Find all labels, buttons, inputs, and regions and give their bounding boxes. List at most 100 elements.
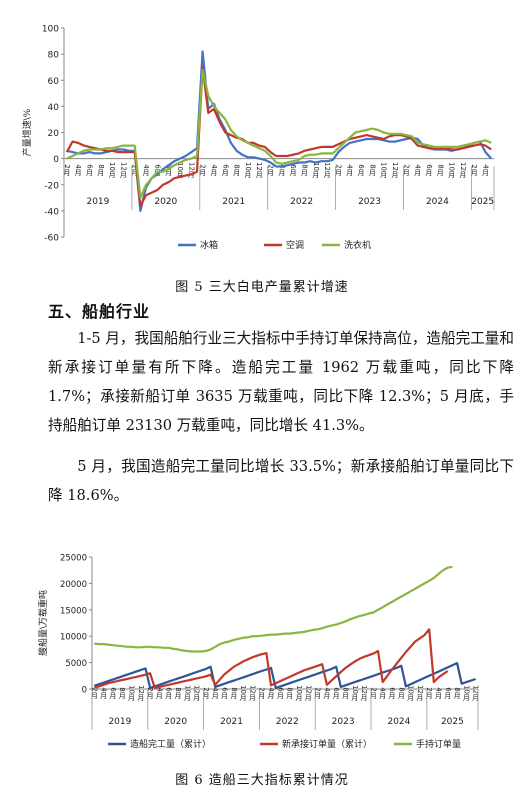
x-tick-label: 6月 [332,687,340,700]
y-tick-label: 25000 [60,554,87,564]
x-tick-label: 12月 [323,162,331,179]
x-tick-label: 8月 [286,687,294,700]
x-tick-label: 4月 [379,687,387,700]
x-tick-label: 10月 [407,685,415,702]
x-tick-label: 10月 [462,685,470,702]
year-label: 2024 [387,717,410,727]
x-tick-label: 6月 [276,687,284,700]
x-tick-label: 8月 [174,687,182,700]
x-tick-label: 2月 [334,164,342,177]
y-tick-label: 5000 [65,659,87,669]
y-axis-label: 艘船量\万载重吨 [37,590,49,656]
x-tick-label: 4月 [211,687,219,700]
x-tick-label: 10月 [351,685,359,702]
y-tick-label: -20 [44,181,59,191]
x-tick-label: 2月 [202,687,210,700]
x-tick-label: 12月 [391,162,399,179]
y-axis-label: 产量增速\% [21,108,33,156]
year-label: 2020 [154,197,177,207]
x-tick-label: 2月 [63,164,71,177]
series-line-1 [66,50,493,212]
x-tick-label: 2月 [369,687,377,700]
year-label: 2022 [290,197,313,207]
year-label: 2019 [86,197,109,207]
x-tick-label: 8月 [341,687,349,700]
x-tick-label: 8月 [397,687,405,700]
x-tick-label: 6月 [357,164,365,177]
x-tick-label: 12月 [193,685,201,702]
x-tick-label: 6月 [85,164,93,177]
x-tick-label: 2月 [258,687,266,700]
x-tick-label: 12月 [255,162,263,179]
x-tick-label: 2月 [425,687,433,700]
y-tick-label: 15000 [60,606,87,616]
x-tick-label: 2月 [402,164,410,177]
figure-6-chart: 0 5000 10000 15000 20000 25000 艘船量\万载重吨 2月 4月 6月 8… [0,540,524,762]
year-label: 2021 [220,717,243,727]
x-tick-label: 6月 [425,164,433,177]
y-tick-label: 20000 [60,580,87,590]
x-tick-label: 8月 [97,164,105,177]
x-tick-label: 6月 [221,687,229,700]
year-label: 2024 [426,197,449,207]
x-tick-label: 12月 [360,685,368,702]
x-tick-label: 4月 [267,687,275,700]
x-tick-label: 12月 [187,162,195,179]
x-tick-label: 12月 [248,685,256,702]
legend-label-3: 洗衣机 [344,239,371,251]
x-tick-label: 2月 [131,164,139,177]
x-tick-label: 6月 [165,687,173,700]
x-tick-label: 10月 [108,162,116,179]
y-tick-label: 0 [82,686,87,696]
y-tick-label: -60 [44,234,59,244]
y-tick-label: -40 [44,207,59,217]
x-tick-label: 2月 [314,687,322,700]
x-tick-label: 4月 [74,164,82,177]
x-tick-label: 8月 [118,687,126,700]
figure-5-chart: -60 -40 -20 0 20 40 60 80 100 产量增速\% 2月 4月 6月 8月 10月 12… [0,0,524,270]
series-line-1 [93,661,477,689]
x-tick-label: 10月 [295,685,303,702]
series-line-3 [66,68,492,199]
year-label: 2023 [358,197,381,207]
y-tick-label: 0 [53,155,59,165]
x-tick-label: 10月 [183,685,191,702]
y-tick-label: 80 [48,51,60,61]
x-tick-label: 2月 [199,164,207,177]
y-tick-label: 100 [42,25,59,35]
x-tick-label: 6月 [221,164,229,177]
y-tick-label: 60 [48,77,60,87]
year-label: 2025 [441,717,464,727]
series-line-2 [65,66,492,207]
y-tick-label: 20 [48,129,60,139]
x-tick-label: 2月 [90,687,98,700]
x-tick-label: 12月 [137,685,145,702]
legend-label-1: 冰箱 [200,239,218,251]
x-tick-label: 6月 [444,687,452,700]
x-tick-label: 8月 [300,164,308,177]
x-tick-label: 2月 [146,687,154,700]
x-tick-label: 6月 [388,687,396,700]
x-tick-label: 6月 [153,164,161,177]
figure-5-caption: 图 5 三大白电产量累计增速 [175,280,349,295]
x-tick-label: 12月 [304,685,312,702]
legend-label-3: 手持订单量 [416,738,461,750]
x-tick-label: 10月 [448,162,456,179]
x-tick-label: 12月 [119,162,127,179]
year-label: 2022 [276,717,299,727]
x-tick-label: 8月 [230,687,238,700]
y-tick-label: 10000 [60,633,87,643]
x-tick-label: 10月 [312,162,320,179]
legend-label-2: 空调 [286,239,304,251]
x-tick-label: 6月 [289,164,297,177]
x-tick-label: 10月 [128,685,136,702]
series-line-3 [94,565,453,653]
x-tick-label: 4月 [100,687,108,700]
year-label: 2023 [332,717,355,727]
x-tick-label: 4月 [323,687,331,700]
x-tick-label: 4月 [346,164,354,177]
x-tick-label: 4月 [142,164,150,177]
year-label: 2019 [108,717,131,727]
x-tick-label: 8月 [436,164,444,177]
